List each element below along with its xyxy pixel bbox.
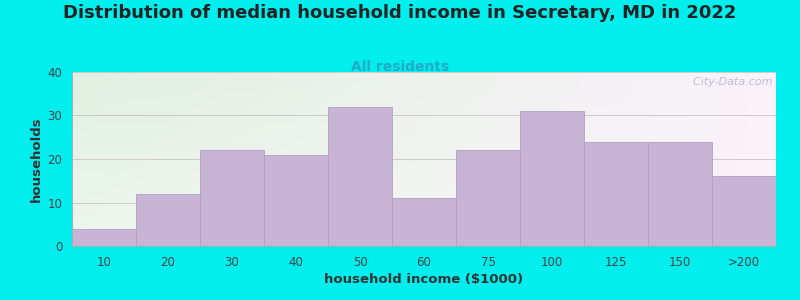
Bar (520, 111, 584, 246)
Bar (200, 150, 264, 246)
Y-axis label: households: households (30, 116, 43, 202)
Bar (328, 107, 392, 246)
Text: Distribution of median household income in Secretary, MD in 2022: Distribution of median household income … (63, 4, 737, 22)
Text: All residents: All residents (351, 60, 449, 74)
Bar (584, 142, 648, 246)
Bar (712, 176, 776, 246)
Bar (392, 198, 456, 246)
Text: City-Data.com: City-Data.com (686, 77, 773, 87)
Bar (136, 194, 200, 246)
Bar (264, 154, 328, 246)
Bar (456, 150, 520, 246)
Bar (648, 142, 712, 246)
X-axis label: household income ($1000): household income ($1000) (325, 273, 523, 286)
Bar (72, 229, 136, 246)
